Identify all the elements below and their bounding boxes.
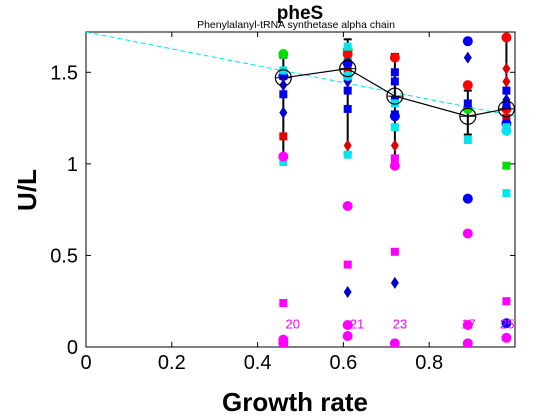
plot-area: 0 0.2 0.4 0.6 0.8 0 0.5 1 1.5 20 21 23 17 25 [50,31,516,374]
data-point [502,297,511,306]
data-point [501,318,512,329]
data-point [463,99,472,108]
point-count-label: 21 [350,317,364,332]
data-point [343,104,352,113]
data-point [390,68,399,77]
data-point [390,276,399,289]
data-point [343,139,352,152]
data-point [390,154,399,163]
data-point [343,150,352,159]
point-count-label: 17 [461,317,475,332]
data-point [462,80,473,91]
data-point [502,161,511,170]
data-point [278,151,289,162]
data-point [390,247,399,256]
data-point [342,58,353,69]
point-count-label: 20 [285,317,299,332]
data-point [463,51,472,64]
data-point [279,299,288,308]
data-point [502,114,511,123]
data-point [390,139,399,152]
y-tick-label: 0 [67,337,78,359]
x-tick-label: 0.8 [415,352,443,374]
data-point [462,320,473,331]
data-point [279,106,288,119]
chart-title: pheS [277,3,323,24]
data-point [343,286,352,299]
point-count-label: 23 [393,317,407,332]
data-point [343,260,352,269]
data-point [279,90,288,99]
y-tick-label: 0.5 [50,245,78,267]
x-tick-label: 0 [80,352,91,374]
data-point [462,228,473,239]
data-point [502,189,511,198]
data-layer [86,32,515,347]
data-point [502,75,511,88]
data-point [279,66,288,75]
data-point [342,320,353,331]
data-point [342,200,353,211]
y-axis-label: U/L [12,169,42,211]
data-point [390,123,399,132]
data-point [462,338,473,347]
data-point [390,77,399,86]
x-tick-label: 0.2 [158,352,186,374]
x-axis-label: Growth rate [222,387,368,417]
data-point [342,70,353,81]
data-point [342,331,353,342]
data-point [343,86,352,95]
chart-subtitle: Phenylalanyl-tRNA synthetase alpha chain [197,19,395,31]
data-point [343,42,352,51]
data-point [390,110,399,119]
axes-frame [85,31,516,348]
data-point [389,160,400,171]
data-point [502,62,511,75]
data-point [389,338,400,347]
data-point [279,79,288,92]
y-tick-label: 1.5 [50,62,78,84]
data-point [389,52,400,63]
data-point [501,332,512,343]
point-count-label: 25 [500,317,514,332]
data-point [462,36,473,47]
data-point [342,48,353,59]
data-point [463,136,472,145]
x-tick-label: 0.4 [244,352,272,374]
data-point [501,32,512,43]
data-point [278,48,289,59]
data-point [279,132,288,141]
y-tick-label: 1 [67,154,78,176]
data-point [279,71,288,80]
data-point [390,99,399,108]
data-point [279,158,288,167]
x-tick-label: 0.6 [329,352,357,374]
trend-line [86,32,515,117]
data-point [502,93,511,106]
data-point [502,86,511,95]
data-point [462,193,473,204]
data-point [278,338,289,347]
data-point [501,125,512,136]
